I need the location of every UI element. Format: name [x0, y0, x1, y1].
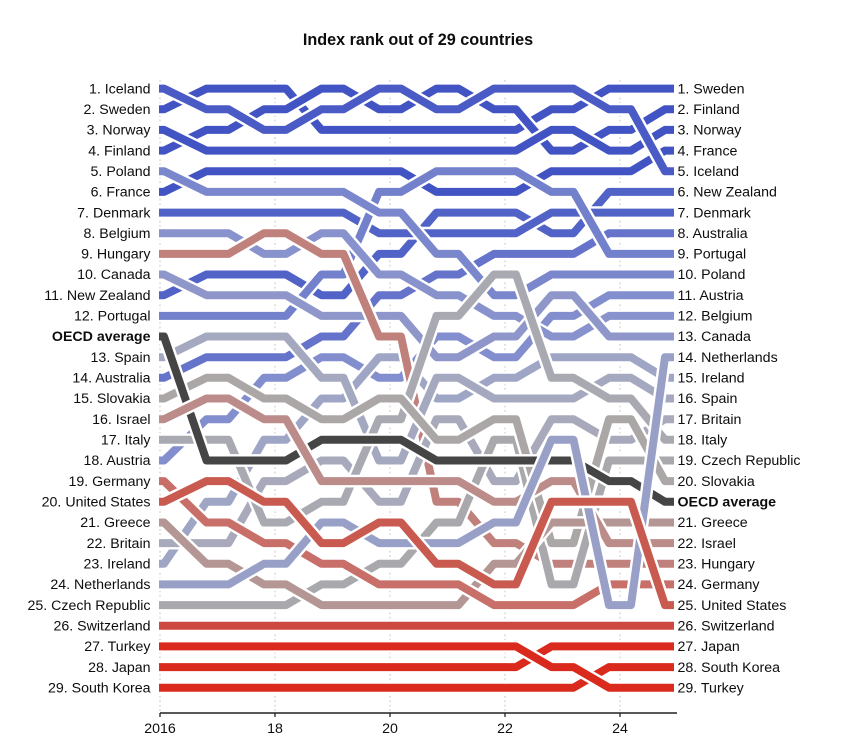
- svg-text:3. Norway: 3. Norway: [678, 123, 743, 139]
- svg-text:26. Switzerland: 26. Switzerland: [678, 619, 775, 635]
- svg-text:14. Netherlands: 14. Netherlands: [678, 350, 778, 366]
- svg-text:OECD average: OECD average: [678, 495, 777, 511]
- svg-text:12. Belgium: 12. Belgium: [678, 309, 753, 325]
- svg-text:28. Japan: 28. Japan: [88, 660, 150, 676]
- svg-text:2016: 2016: [144, 721, 176, 737]
- svg-text:18. Austria: 18. Austria: [83, 453, 150, 469]
- svg-text:10. Canada: 10. Canada: [77, 267, 150, 283]
- svg-text:15. Ireland: 15. Ireland: [678, 371, 745, 387]
- svg-text:20: 20: [382, 721, 398, 737]
- svg-text:1. Iceland: 1. Iceland: [89, 81, 151, 97]
- svg-text:25. United States: 25. United States: [678, 598, 787, 614]
- svg-text:Index rank out of 29 countries: Index rank out of 29 countries: [303, 31, 533, 49]
- svg-text:23. Ireland: 23. Ireland: [83, 557, 150, 573]
- svg-text:2. Sweden: 2. Sweden: [83, 102, 150, 118]
- svg-text:1. Sweden: 1. Sweden: [678, 81, 745, 97]
- svg-text:9. Hungary: 9. Hungary: [81, 247, 151, 263]
- svg-text:22. Britain: 22. Britain: [87, 536, 151, 552]
- svg-text:13. Spain: 13. Spain: [91, 350, 151, 366]
- svg-text:21. Greece: 21. Greece: [80, 515, 150, 531]
- svg-text:20. United States: 20. United States: [42, 495, 151, 511]
- svg-text:OECD average: OECD average: [52, 329, 151, 345]
- svg-text:7. Denmark: 7. Denmark: [77, 205, 151, 221]
- svg-text:21. Greece: 21. Greece: [678, 515, 748, 531]
- svg-text:15. Slovakia: 15. Slovakia: [73, 391, 150, 407]
- svg-text:20. Slovakia: 20. Slovakia: [678, 474, 755, 490]
- svg-text:16. Spain: 16. Spain: [678, 391, 738, 407]
- svg-text:22: 22: [497, 721, 513, 737]
- svg-text:19. Germany: 19. Germany: [68, 474, 151, 490]
- svg-text:17. Britain: 17. Britain: [678, 412, 742, 428]
- svg-text:26. Switzerland: 26. Switzerland: [54, 619, 151, 635]
- svg-text:29. Turkey: 29. Turkey: [678, 680, 745, 696]
- svg-text:27. Turkey: 27. Turkey: [84, 639, 151, 655]
- svg-text:18. Italy: 18. Italy: [678, 433, 729, 449]
- svg-text:2. Finland: 2. Finland: [678, 102, 740, 118]
- svg-text:22. Israel: 22. Israel: [678, 536, 736, 552]
- svg-text:12. Portugal: 12. Portugal: [74, 309, 151, 325]
- svg-text:4. France: 4. France: [678, 143, 738, 159]
- svg-text:29. South Korea: 29. South Korea: [48, 680, 151, 696]
- svg-text:24: 24: [612, 721, 628, 737]
- svg-text:7. Denmark: 7. Denmark: [678, 205, 752, 221]
- svg-text:13. Canada: 13. Canada: [678, 329, 751, 345]
- svg-text:6. France: 6. France: [91, 185, 151, 201]
- svg-text:10. Poland: 10. Poland: [678, 267, 746, 283]
- svg-text:17. Italy: 17. Italy: [101, 433, 152, 449]
- svg-text:6. New Zealand: 6. New Zealand: [678, 185, 777, 201]
- svg-text:8. Australia: 8. Australia: [678, 226, 748, 242]
- svg-text:24. Germany: 24. Germany: [678, 577, 761, 593]
- svg-text:9. Portugal: 9. Portugal: [678, 247, 747, 263]
- svg-text:8. Belgium: 8. Belgium: [83, 226, 150, 242]
- svg-text:3. Norway: 3. Norway: [87, 123, 152, 139]
- svg-text:27. Japan: 27. Japan: [678, 639, 740, 655]
- svg-text:16. Israel: 16. Israel: [92, 412, 150, 428]
- svg-text:18: 18: [267, 721, 283, 737]
- svg-text:14. Australia: 14. Australia: [72, 371, 150, 387]
- svg-text:25. Czech Republic: 25. Czech Republic: [27, 598, 150, 614]
- svg-text:5. Poland: 5. Poland: [91, 164, 151, 180]
- svg-text:24. Netherlands: 24. Netherlands: [50, 577, 150, 593]
- svg-text:5. Iceland: 5. Iceland: [678, 164, 740, 180]
- svg-text:19. Czech Republic: 19. Czech Republic: [678, 453, 801, 469]
- svg-text:11. Austria: 11. Austria: [678, 288, 744, 304]
- svg-text:4. Finland: 4. Finland: [88, 143, 150, 159]
- svg-text:11. New Zealand: 11. New Zealand: [44, 288, 150, 304]
- svg-text:28. South Korea: 28. South Korea: [678, 660, 781, 676]
- svg-text:23. Hungary: 23. Hungary: [678, 557, 756, 573]
